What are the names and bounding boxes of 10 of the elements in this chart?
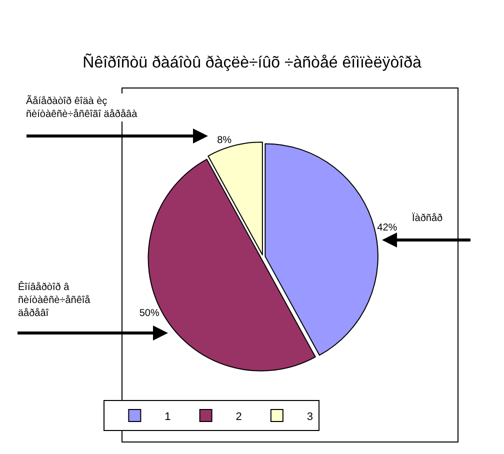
text: Ãåíåðàòîð êîäà èç ñèíòàêñè÷åñêîãî äåðåâà xyxy=(26,95,138,120)
data-label: 8% xyxy=(217,134,232,146)
data-label: 42% xyxy=(377,222,398,234)
chart-title: Ñêîðîñòü ðàáîòû ðàçëè÷íûõ ÷àñòåé êîìïèëÿòîðà xyxy=(82,52,422,72)
legend-label: 1 xyxy=(164,410,171,423)
legend-label: 3 xyxy=(306,410,314,423)
data-label: 50% xyxy=(139,308,160,320)
text: Êîíâåðòîð â ñèíòàêñè÷åñêîå äåðåâî xyxy=(18,281,91,319)
text: Ïàðñåð xyxy=(412,212,444,224)
legend-label: 2 xyxy=(236,410,242,423)
